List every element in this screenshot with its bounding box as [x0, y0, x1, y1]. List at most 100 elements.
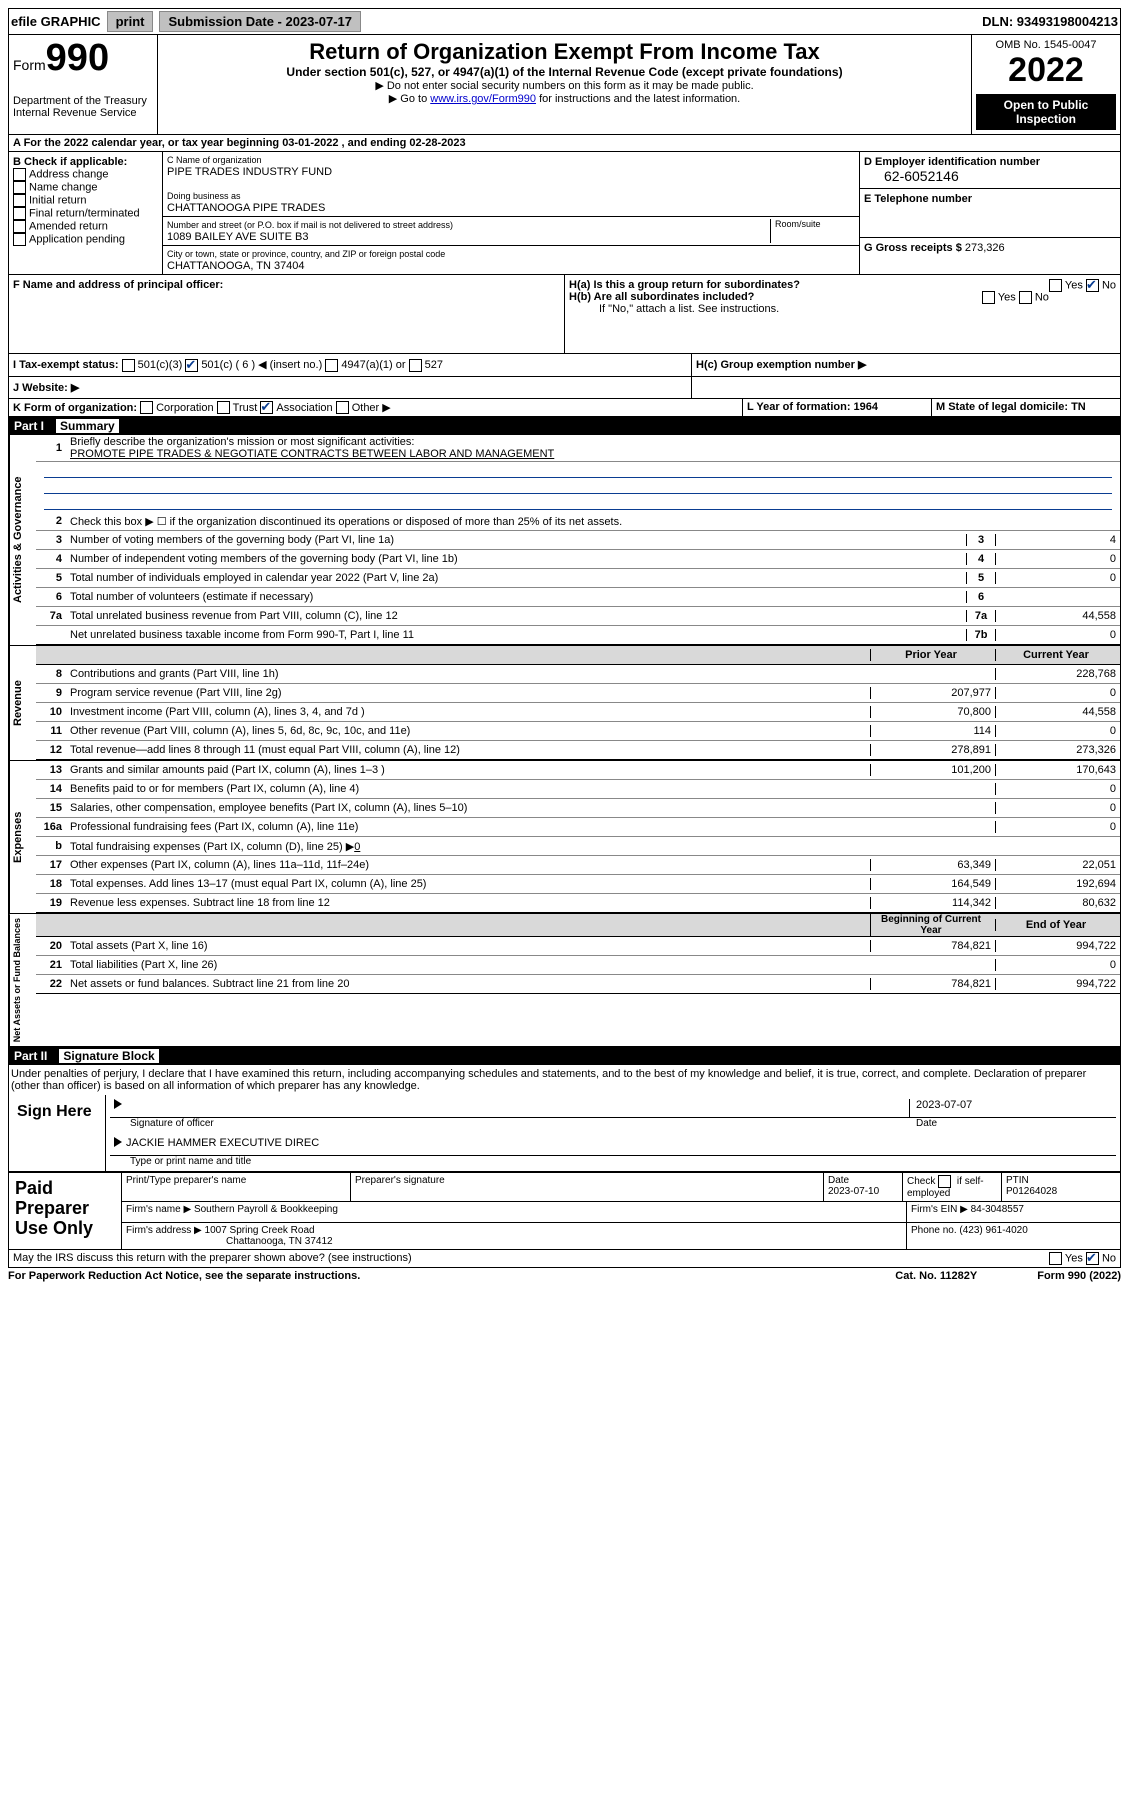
- row-i: I Tax-exempt status: 501(c)(3) 501(c) ( …: [8, 354, 1121, 377]
- k-corp: Corporation: [156, 402, 213, 414]
- header-left: Form990 Department of the Treasury Inter…: [9, 35, 158, 134]
- governance-block: Activities & Governance 1Briefly describ…: [8, 435, 1121, 646]
- irs-gov-link[interactable]: www.irs.gov/Form990: [430, 93, 536, 105]
- part2-title: Signature Block: [59, 1049, 158, 1063]
- c10: 44,558: [995, 706, 1120, 718]
- line11: Other revenue (Part VIII, column (A), li…: [68, 724, 870, 738]
- name-label: C Name of organization: [167, 155, 262, 165]
- p11: 114: [870, 725, 995, 737]
- top-bar: efile GRAPHIC print Submission Date - 20…: [8, 8, 1121, 35]
- sign-here-label: Sign Here: [9, 1095, 106, 1171]
- checkbox-initial[interactable]: [13, 194, 26, 207]
- p17: 63,349: [870, 859, 995, 871]
- v4: 0: [995, 553, 1120, 565]
- phone-lbl: Phone no.: [911, 1225, 957, 1236]
- phone-val: (423) 961-4020: [959, 1225, 1027, 1236]
- line15: Salaries, other compensation, employee b…: [68, 801, 870, 815]
- print-button[interactable]: print: [107, 11, 154, 32]
- ein-value: 62-6052146: [864, 168, 1116, 184]
- k-trust-cb[interactable]: [217, 401, 230, 414]
- pp-check-pre: Check: [907, 1177, 935, 1188]
- ein-label: D Employer identification number: [864, 156, 1040, 168]
- row-j: J Website: ▶: [8, 377, 1121, 399]
- discuss-yes: Yes: [1065, 1253, 1083, 1265]
- city-value: CHATTANOOGA, TN 37404: [167, 260, 305, 272]
- section-a-text: A For the 2022 calendar year, or tax yea…: [13, 137, 466, 149]
- discuss-no-cb[interactable]: [1086, 1252, 1099, 1265]
- note2-post: for instructions and the latest informat…: [536, 93, 740, 105]
- checkbox-name-change[interactable]: [13, 181, 26, 194]
- i-4947-cb[interactable]: [325, 359, 338, 372]
- pp-ptin-lbl: PTIN: [1006, 1175, 1029, 1186]
- line21: Total liabilities (Part X, line 26): [68, 958, 870, 972]
- p22: 784,821: [870, 978, 995, 990]
- k-other-cb[interactable]: [336, 401, 349, 414]
- opt-name-change: Name change: [29, 181, 98, 193]
- form-number: 990: [46, 37, 109, 79]
- omb-number: OMB No. 1545-0047: [976, 39, 1116, 51]
- submission-date: Submission Date - 2023-07-17: [159, 11, 361, 32]
- c12: 273,326: [995, 744, 1120, 756]
- pp-h2: Preparer's signature: [351, 1173, 824, 1201]
- k-assoc-cb[interactable]: [260, 401, 273, 414]
- pp-h3: Date: [828, 1175, 849, 1186]
- pp-date: 2023-07-10: [828, 1186, 879, 1197]
- checkbox-final[interactable]: [13, 207, 26, 220]
- checkbox-amended[interactable]: [13, 220, 26, 233]
- hb-yes-cb[interactable]: [982, 291, 995, 304]
- part1-header: Part I Summary: [8, 417, 1121, 435]
- v5: 0: [995, 572, 1120, 584]
- line5: Total number of individuals employed in …: [68, 571, 966, 585]
- self-emp-cb[interactable]: [938, 1175, 951, 1188]
- gross-value: 273,326: [965, 242, 1005, 254]
- i-501c: 501(c) ( 6 ) ◀ (insert no.): [201, 359, 322, 371]
- c8: 228,768: [995, 668, 1120, 680]
- col-c: C Name of organization PIPE TRADES INDUS…: [163, 152, 860, 274]
- p13: 101,200: [870, 764, 995, 776]
- hb-label: H(b) Are all subordinates included?: [569, 291, 754, 303]
- arrow-icon-2: [114, 1137, 122, 1147]
- checkbox-pending[interactable]: [13, 233, 26, 246]
- line10: Investment income (Part VIII, column (A)…: [68, 705, 870, 719]
- i-527-cb[interactable]: [409, 359, 422, 372]
- col-d: D Employer identification number 62-6052…: [860, 152, 1120, 274]
- vlabel-expenses: Expenses: [9, 761, 36, 913]
- part1-title: Summary: [56, 419, 119, 433]
- prior-hdr: Prior Year: [870, 649, 995, 661]
- row-f-h: F Name and address of principal officer:…: [8, 275, 1121, 354]
- ha-no-cb[interactable]: [1086, 279, 1099, 292]
- line1-label: Briefly describe the organization's miss…: [70, 436, 414, 448]
- ha-yes-cb[interactable]: [1049, 279, 1062, 292]
- c15: 0: [995, 802, 1120, 814]
- vlabel-revenue: Revenue: [9, 646, 36, 760]
- checkbox-addr-change[interactable]: [13, 168, 26, 181]
- discuss-yes-cb[interactable]: [1049, 1252, 1062, 1265]
- v7b: 0: [995, 629, 1120, 641]
- header-center: Return of Organization Exempt From Incom…: [158, 35, 971, 134]
- hb-yes: Yes: [998, 291, 1016, 303]
- header-right: OMB No. 1545-0047 2022 Open to Public In…: [971, 35, 1120, 134]
- i-501c-cb[interactable]: [185, 359, 198, 372]
- c19: 80,632: [995, 897, 1120, 909]
- form-note-link: ▶ Go to www.irs.gov/Form990 for instruct…: [162, 92, 967, 105]
- k-corp-cb[interactable]: [140, 401, 153, 414]
- row-klm: K Form of organization: Corporation Trus…: [8, 399, 1121, 418]
- i-501c3-cb[interactable]: [122, 359, 135, 372]
- c22: 994,722: [995, 978, 1120, 990]
- line16a: Professional fundraising fees (Part IX, …: [68, 820, 870, 834]
- p12: 278,891: [870, 744, 995, 756]
- page-footer: For Paperwork Reduction Act Notice, see …: [8, 1268, 1121, 1282]
- officer-name: JACKIE HAMMER EXECUTIVE DIREC: [126, 1137, 319, 1155]
- i-4947: 4947(a)(1) or: [341, 359, 405, 371]
- v3: 4: [995, 534, 1120, 546]
- firm-addr2: Chattanooga, TN 37412: [126, 1236, 333, 1247]
- room-label: Room/suite: [770, 219, 855, 243]
- footer-left: For Paperwork Reduction Act Notice, see …: [8, 1270, 360, 1282]
- line22: Net assets or fund balances. Subtract li…: [68, 977, 870, 991]
- c17: 22,051: [995, 859, 1120, 871]
- hb-no-cb[interactable]: [1019, 291, 1032, 304]
- irs-label: Internal Revenue Service: [13, 107, 153, 119]
- sign-date: 2023-07-07: [909, 1099, 1116, 1117]
- tel-label: E Telephone number: [864, 193, 972, 205]
- k-other: Other ▶: [352, 402, 391, 414]
